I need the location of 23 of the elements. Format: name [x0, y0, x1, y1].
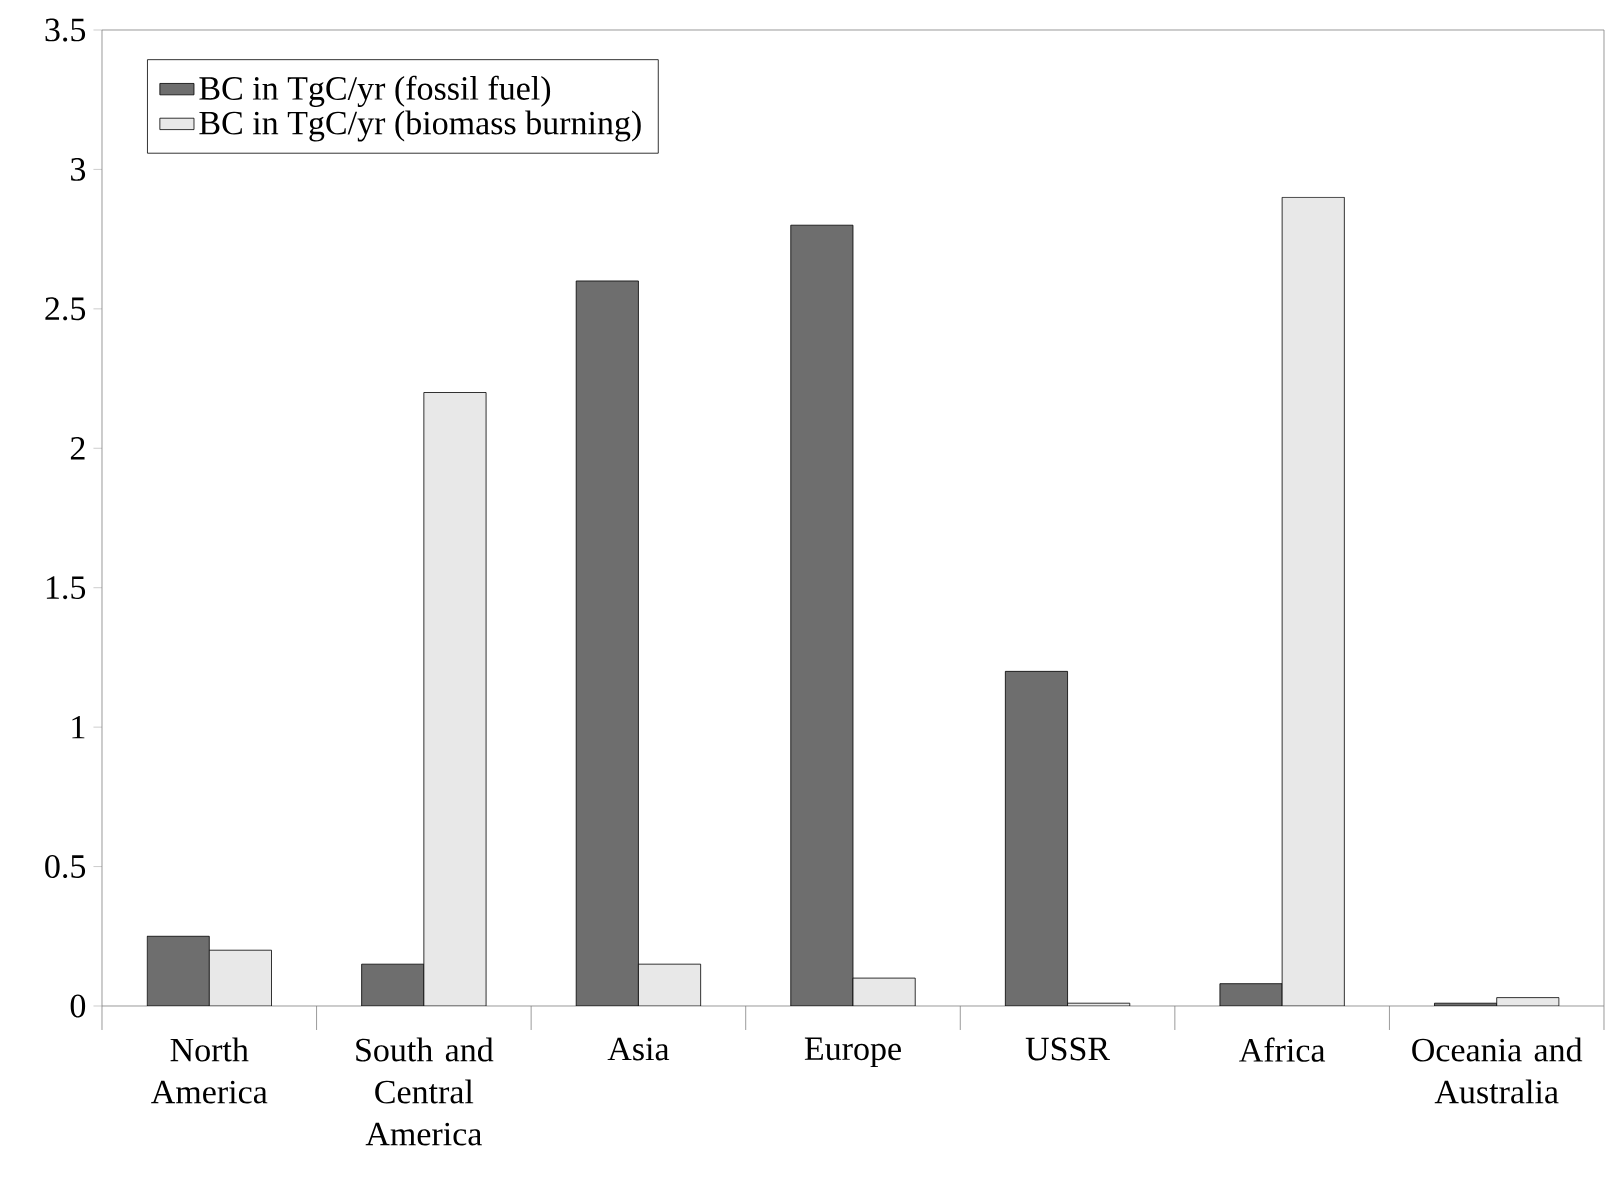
- y-tick-label: 3: [71, 157, 86, 181]
- legend-label: BC in TgC/yr (biomass burning): [199, 110, 641, 142]
- bar: [790, 224, 854, 1006]
- y-tick-label: 0: [70, 994, 86, 1018]
- bar: [1004, 670, 1068, 1006]
- bar: [361, 963, 425, 1006]
- y-tick-label: 2.5: [45, 297, 86, 321]
- x-tick-label: Europe: [804, 1037, 901, 1068]
- y-tick-label: 1.5: [46, 576, 86, 600]
- x-tick-label: Asia: [607, 1037, 670, 1061]
- x-tick-label: North America: [151, 1037, 268, 1104]
- y-tick-label: 0.5: [45, 855, 86, 879]
- x-tick-label: Oceania and Australia: [1412, 1037, 1583, 1104]
- x-tick-label: USSR: [1025, 1037, 1111, 1061]
- y-tick-label: 3.5: [45, 18, 86, 42]
- legend-label: BC in TgC/yr (fossil fuel): [199, 75, 551, 107]
- x-tick-label: South and Central America: [356, 1037, 494, 1146]
- y-tick-label: 2: [70, 437, 85, 460]
- y-tick-label: 1: [72, 715, 85, 739]
- bar: [575, 280, 639, 1006]
- x-tick-label: Africa: [1239, 1037, 1326, 1062]
- bar: [146, 935, 210, 1006]
- bar: [1219, 983, 1283, 1006]
